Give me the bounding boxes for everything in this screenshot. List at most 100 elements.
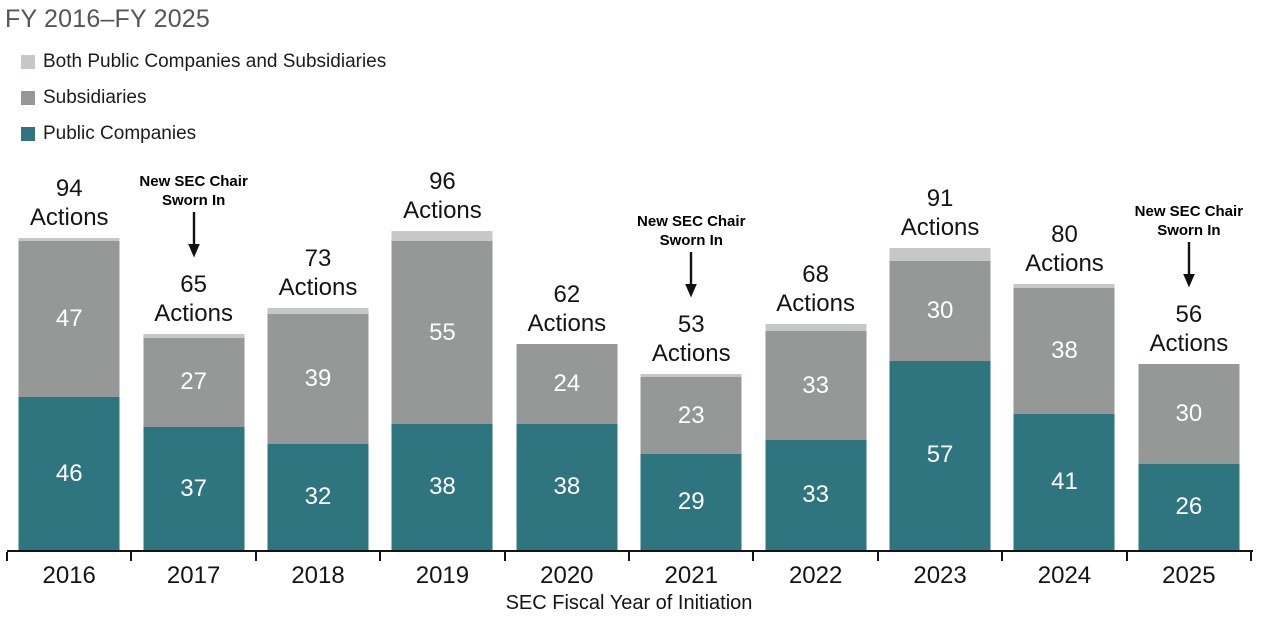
bar-segment-both <box>267 307 369 315</box>
above-bar-labels: New SEC Chair Sworn In 53 Actions <box>613 212 769 368</box>
segment-value-label: 57 <box>926 441 954 469</box>
total-suffix: Actions <box>29 204 109 231</box>
x-axis-tick <box>752 552 755 561</box>
annotation-line: Sworn In <box>161 192 226 209</box>
bar-segment-public-companies: 32 <box>267 443 369 550</box>
x-axis-line <box>7 550 1253 552</box>
total-label: 53 Actions <box>613 310 769 368</box>
chart-title: FY 2016–FY 2025 <box>5 5 211 33</box>
total-label: 65 Actions <box>115 270 271 328</box>
above-bar-labels: New SEC Chair Sworn In 65 Actions <box>115 172 271 328</box>
bar-segment-subsidiaries: 38 <box>1013 287 1115 414</box>
bar-segment-subsidiaries: 23 <box>640 377 742 454</box>
x-axis-tick <box>254 552 257 561</box>
x-axis-tick <box>876 552 879 561</box>
legend-label: Both Public Companies and Subsidiaries <box>43 51 387 72</box>
total-suffix: Actions <box>527 310 607 337</box>
segment-value-label: 33 <box>802 371 829 399</box>
x-tick-label-2019: 2019 <box>415 562 470 589</box>
bar-group-2017: 37 27 New SEC Chair Sworn In 65 Actions 2017 <box>131 168 255 589</box>
bar-group-2021: 29 23 New SEC Chair Sworn In 53 Actions 2021 <box>629 168 753 589</box>
stacked-bar-2017: 37 27 <box>143 334 245 550</box>
stacked-bar-2024: 41 38 <box>1013 284 1115 550</box>
bar-segment-both <box>391 231 493 242</box>
annotation-line: New SEC Chair <box>1134 203 1244 220</box>
bar-group-2016: 46 47 94 Actions 2016 <box>7 168 131 589</box>
segment-value-label: 37 <box>180 474 207 502</box>
x-tick-label-2025: 2025 <box>1162 562 1216 589</box>
total-label: 91 Actions <box>862 184 1018 242</box>
stacked-bar-2025: 26 30 <box>1138 364 1240 550</box>
stacked-bar-2018: 32 39 <box>267 307 369 550</box>
legend-swatch-subsidiaries-icon <box>21 91 35 105</box>
bar-segment-both <box>765 324 867 331</box>
x-axis-tick <box>130 552 133 561</box>
stacked-bar-2016: 46 47 <box>18 237 120 550</box>
bar-segment-public-companies: 26 <box>1138 463 1240 550</box>
stacked-bar-2021: 29 23 <box>640 374 742 550</box>
segment-value-label: 41 <box>1051 467 1078 495</box>
segment-value-label: 24 <box>553 370 581 397</box>
x-axis-tick <box>628 552 630 561</box>
bar-group-2019: 38 55 96 Actions 2019 <box>380 168 504 589</box>
bar-segment-subsidiaries: 27 <box>143 337 245 428</box>
bar-group-2024: 41 38 80 Actions 2024 <box>1002 168 1126 589</box>
segment-value-label: 38 <box>553 472 581 500</box>
total-value: 68 <box>802 261 829 288</box>
segment-value-label: 46 <box>55 459 83 487</box>
plot-area: 46 47 94 Actions 2016 37 27 New SEC Chair Sworn … <box>6 168 1253 589</box>
bar-segment-both <box>18 237 120 242</box>
x-tick-label-2023: 2023 <box>913 562 967 589</box>
total-suffix: Actions <box>1149 330 1229 357</box>
total-value: 73 <box>304 245 332 272</box>
bar-segment-public-companies: 29 <box>640 453 742 550</box>
total-label: 56 Actions <box>1111 300 1267 358</box>
bar-group-2023: 57 30 91 Actions 2023 <box>878 168 1002 589</box>
arrow-down-icon <box>685 252 698 298</box>
segment-value-label: 26 <box>1175 492 1203 520</box>
annotation-new-sec-chair: New SEC Chair Sworn In <box>1111 202 1267 240</box>
legend-label: Subsidiaries <box>43 87 147 108</box>
above-bar-labels: New SEC Chair Sworn In 56 Actions <box>1111 202 1267 358</box>
bar-segment-subsidiaries: 33 <box>765 330 867 441</box>
total-value: 96 <box>429 168 456 195</box>
segment-value-label: 23 <box>677 401 705 429</box>
above-bar-labels: 73 Actions <box>240 244 396 302</box>
total-suffix: Actions <box>278 274 358 301</box>
total-label: 80 Actions <box>986 220 1142 278</box>
stacked-bar-2019: 38 55 <box>391 231 493 550</box>
x-tick-label-2016: 2016 <box>42 562 96 589</box>
total-label: 62 Actions <box>489 280 645 338</box>
above-bar-labels: 91 Actions <box>862 184 1018 242</box>
legend-swatch-public-companies-icon <box>21 127 35 141</box>
bar-segment-subsidiaries: 55 <box>391 241 493 424</box>
x-tick-label-2018: 2018 <box>291 562 345 589</box>
segment-value-label: 30 <box>1175 399 1203 427</box>
total-value: 80 <box>1051 221 1078 248</box>
total-value: 53 <box>677 311 705 338</box>
legend-swatch-both-icon <box>21 55 35 69</box>
total-label: 68 Actions <box>737 260 893 318</box>
total-label: 73 Actions <box>240 244 396 302</box>
bar-segment-subsidiaries: 39 <box>267 314 369 444</box>
above-bar-labels: 80 Actions <box>986 220 1142 278</box>
bar-segment-public-companies: 38 <box>391 423 493 550</box>
x-axis-tick <box>1125 552 1128 561</box>
segment-value-label: 30 <box>926 296 954 324</box>
above-bar-labels: 96 Actions <box>364 167 520 225</box>
segment-value-label: 32 <box>304 482 332 510</box>
above-bar-labels: 62 Actions <box>489 280 645 338</box>
bar-group-2018: 32 39 73 Actions 2018 <box>256 168 380 589</box>
segment-value-label: 47 <box>55 305 83 333</box>
legend: Both Public Companies and Subsidiaries Su… <box>21 44 386 152</box>
bar-segment-subsidiaries: 47 <box>18 241 120 398</box>
x-tick-label-2020: 2020 <box>540 562 594 589</box>
bar-segment-subsidiaries: 30 <box>1138 364 1240 464</box>
annotation-new-sec-chair: New SEC Chair Sworn In <box>613 212 769 250</box>
x-axis-tick <box>6 552 8 561</box>
annotation-line: Sworn In <box>1157 222 1221 239</box>
above-bar-labels: 68 Actions <box>737 260 893 318</box>
bar-segment-public-companies: 41 <box>1013 413 1115 550</box>
arrow-down-icon <box>187 212 200 258</box>
